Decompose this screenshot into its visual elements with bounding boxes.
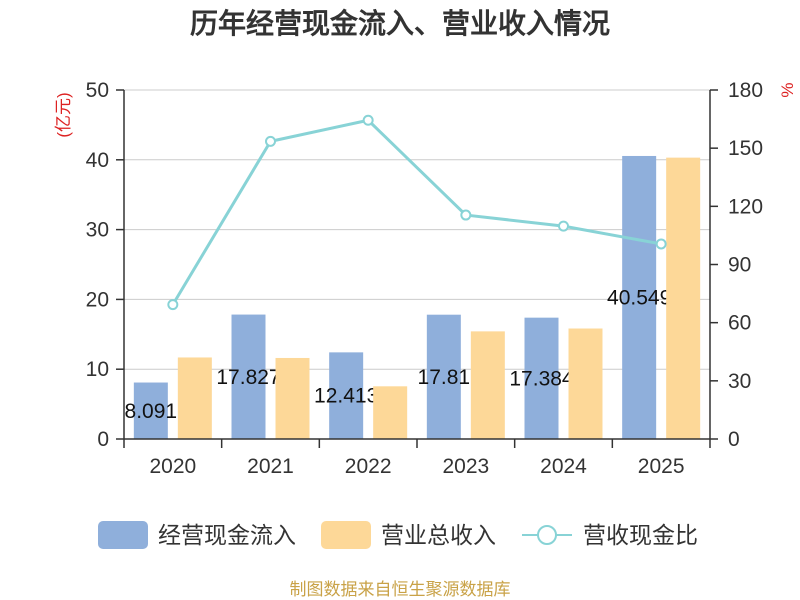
ratio-point xyxy=(362,114,374,126)
cash-inflow-data-labels: 8.091 17.827 12.413 17.81 17.384 40.549 xyxy=(125,286,672,422)
cash-inflow-bar xyxy=(133,382,168,439)
legend-swatch-revenue xyxy=(321,521,371,549)
cash-inflow-bar xyxy=(426,314,461,439)
cash-inflow-bar xyxy=(329,352,364,439)
y-right-tick-label: 90 xyxy=(728,254,751,277)
chart-title: 历年经营现金流入、营业收入情况 xyxy=(190,7,610,39)
legend-swatch-ratio-marker xyxy=(537,525,557,545)
cash-inflow-data-label: 17.827 xyxy=(216,366,280,389)
cash-inflow-data-label: 40.549 xyxy=(607,286,671,309)
y-left-tick-label: 30 xyxy=(86,219,109,242)
y-right-tick-label: 0 xyxy=(728,428,740,451)
y-left-tick-label: 0 xyxy=(97,428,109,451)
legend-label-cash-inflow: 经营现金流入 xyxy=(158,522,296,548)
revenue-bar xyxy=(275,357,310,439)
y-left-tick-label: 10 xyxy=(86,358,109,381)
legend-swatch-cash-inflow xyxy=(98,521,148,549)
y-left-axis-unit: (亿元) xyxy=(54,92,73,137)
ratio-point xyxy=(655,238,667,250)
y-right-tick-label: 180 xyxy=(728,79,763,102)
legend: 经营现金流入 营业总收入 营收现金比 xyxy=(98,521,698,549)
revenue-bar xyxy=(177,357,212,439)
legend-item-cash-inflow[interactable]: 经营现金流入 xyxy=(98,521,296,549)
legend-label-revenue: 营业总收入 xyxy=(381,522,496,548)
cash-inflow-bars xyxy=(133,155,657,439)
x-tick-label: 2021 xyxy=(247,455,294,478)
x-tick-label: 2022 xyxy=(345,455,392,478)
source-footer: 制图数据来自恒生聚源数据库 xyxy=(290,580,511,599)
revenue-bar xyxy=(470,331,505,439)
ratio-point xyxy=(460,209,472,221)
legend-item-ratio[interactable]: 营收现金比 xyxy=(522,522,698,548)
y-right-axis-unit: % xyxy=(778,82,797,97)
cash-inflow-bar xyxy=(622,155,657,439)
y-left-tick-label: 20 xyxy=(86,288,109,311)
revenue-bars xyxy=(177,157,701,439)
x-tick-label: 2020 xyxy=(149,455,196,478)
gridlines xyxy=(124,89,710,370)
cash-inflow-data-label: 17.81 xyxy=(418,366,471,389)
x-tick-label: 2025 xyxy=(638,455,685,478)
cash-inflow-data-label: 8.091 xyxy=(125,400,178,423)
y-right-tick-label: 60 xyxy=(728,312,751,335)
legend-item-revenue[interactable]: 营业总收入 xyxy=(321,521,496,549)
cash-inflow-data-label: 12.413 xyxy=(314,385,378,408)
cash-inflow-bar xyxy=(524,317,559,439)
y-left-tick-label: 50 xyxy=(86,79,109,102)
ratio-line xyxy=(171,118,662,306)
axes: 0 10 20 30 40 50 0 30 60 90 120 150 180 2020 2021 2022 2… xyxy=(86,79,763,478)
legend-label-ratio: 营收现金比 xyxy=(583,522,698,548)
ratio-line-series xyxy=(167,114,667,311)
revenue-bar xyxy=(666,157,701,439)
y-right-tick-label: 30 xyxy=(728,370,751,393)
ratio-point xyxy=(167,299,179,311)
x-tick-label: 2023 xyxy=(442,455,489,478)
y-left-tick-label: 40 xyxy=(86,149,109,172)
y-right-tick-label: 150 xyxy=(728,137,763,160)
ratio-point xyxy=(558,220,569,232)
ratio-point xyxy=(265,135,276,147)
revenue-bar xyxy=(373,386,408,439)
revenue-bar xyxy=(568,328,603,439)
y-right-tick-label: 120 xyxy=(728,195,763,218)
cash-inflow-bar xyxy=(231,314,266,439)
cash-inflow-data-label: 17.384 xyxy=(509,367,574,390)
x-tick-label: 2024 xyxy=(540,455,587,478)
